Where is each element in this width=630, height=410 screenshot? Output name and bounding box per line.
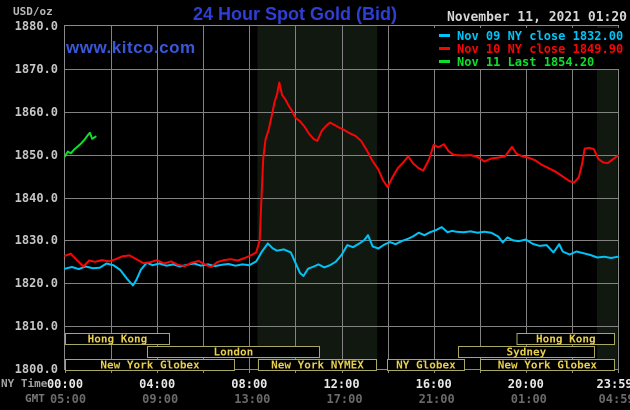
- y-axis-label: 1860.0: [14, 104, 58, 119]
- x-axis-label-gmt: 04:59: [598, 392, 630, 406]
- kitco-watermark: www.kitco.com: [66, 38, 196, 57]
- session-bar-label: NY Globex: [396, 359, 456, 372]
- legend-label: Nov 10 NY close 1849.90: [457, 41, 624, 56]
- session-bar-label: Sydney: [507, 346, 547, 359]
- session-bar-label: London: [214, 346, 254, 359]
- session-bar: [65, 333, 170, 345]
- series-nov-09-line: [64, 226, 619, 287]
- session-bar: [479, 359, 616, 371]
- series-nov-10-line: [64, 81, 619, 268]
- series-nov-11-line: [64, 131, 97, 158]
- x-axis-label-gmt: 17:00: [326, 392, 363, 406]
- legend-dash-icon: [439, 47, 450, 50]
- session-bar: [386, 359, 466, 371]
- y-axis-label: 1840.0: [14, 190, 58, 205]
- gridlines: [65, 26, 619, 373]
- session-bar-label: Hong Kong: [536, 333, 596, 346]
- session-bar: [258, 359, 377, 371]
- x-axis-label-ny: 16:00: [415, 377, 452, 391]
- chart-title: 24 Hour Spot Gold (Bid): [193, 4, 397, 24]
- session-bar: [146, 346, 321, 358]
- y-axis-label: 1850.0: [14, 147, 58, 162]
- legend: Nov 09 NY close 1832.00 Nov 10 NY close …: [433, 28, 630, 69]
- x-axis-label-ny: 20:00: [507, 377, 544, 391]
- session-bar-label: Hong Kong: [88, 333, 148, 346]
- plot-border: [64, 25, 619, 370]
- session-bar: [516, 333, 616, 345]
- x-axis-label-gmt: 21:00: [418, 392, 455, 406]
- late-session-band: [597, 26, 618, 369]
- session-bar: [65, 359, 236, 371]
- x-axis-label-ny: 04:00: [139, 377, 176, 391]
- legend-dash-icon: [439, 60, 450, 63]
- nymex-session-band: [257, 26, 378, 369]
- ny-time-axis-label: NY Time: [1, 377, 48, 390]
- legend-dash-icon: [439, 34, 450, 37]
- gmt-axis-label: GMT: [25, 392, 45, 405]
- y-axis-units-label: USD/oz: [13, 5, 53, 18]
- y-axis-label: 1830.0: [14, 233, 58, 248]
- timestamp: November 11, 2021 01:20: [446, 10, 627, 25]
- legend-item-nov11: Nov 11 Last 1854.20: [433, 54, 630, 69]
- session-bar: [457, 346, 595, 358]
- x-axis-label-gmt: 01:00: [510, 392, 547, 406]
- legend-item-nov10: Nov 10 NY close 1849.90: [433, 41, 630, 56]
- x-axis-label-gmt: 05:00: [49, 392, 87, 406]
- y-axis-label: 1820.0: [14, 276, 58, 291]
- y-axis-label: 1880.0: [14, 19, 58, 33]
- legend-item-nov09: Nov 09 NY close 1832.00: [433, 28, 630, 43]
- y-axis-label: 1800.0: [14, 362, 58, 376]
- x-axis-label-gmt: 09:00: [142, 392, 179, 406]
- session-bar-label: New York NYMEX: [271, 359, 364, 372]
- legend-label: Nov 09 NY close 1832.00: [457, 28, 624, 43]
- session-bar-label: New York Globex: [100, 359, 200, 372]
- x-axis-label-ny: 08:00: [231, 377, 268, 391]
- x-axis-label-ny: 23:59: [596, 377, 630, 391]
- x-axis-label-ny: 12:00: [323, 377, 360, 391]
- session-bar-label: New York Globex: [498, 359, 598, 372]
- y-axis-label: 1810.0: [14, 319, 58, 334]
- x-axis-label-gmt: 13:00: [234, 392, 271, 406]
- x-axis-label-ny: 00:00: [46, 377, 84, 391]
- y-axis-label: 1870.0: [14, 61, 58, 76]
- legend-label: Nov 11 Last 1854.20: [457, 54, 595, 69]
